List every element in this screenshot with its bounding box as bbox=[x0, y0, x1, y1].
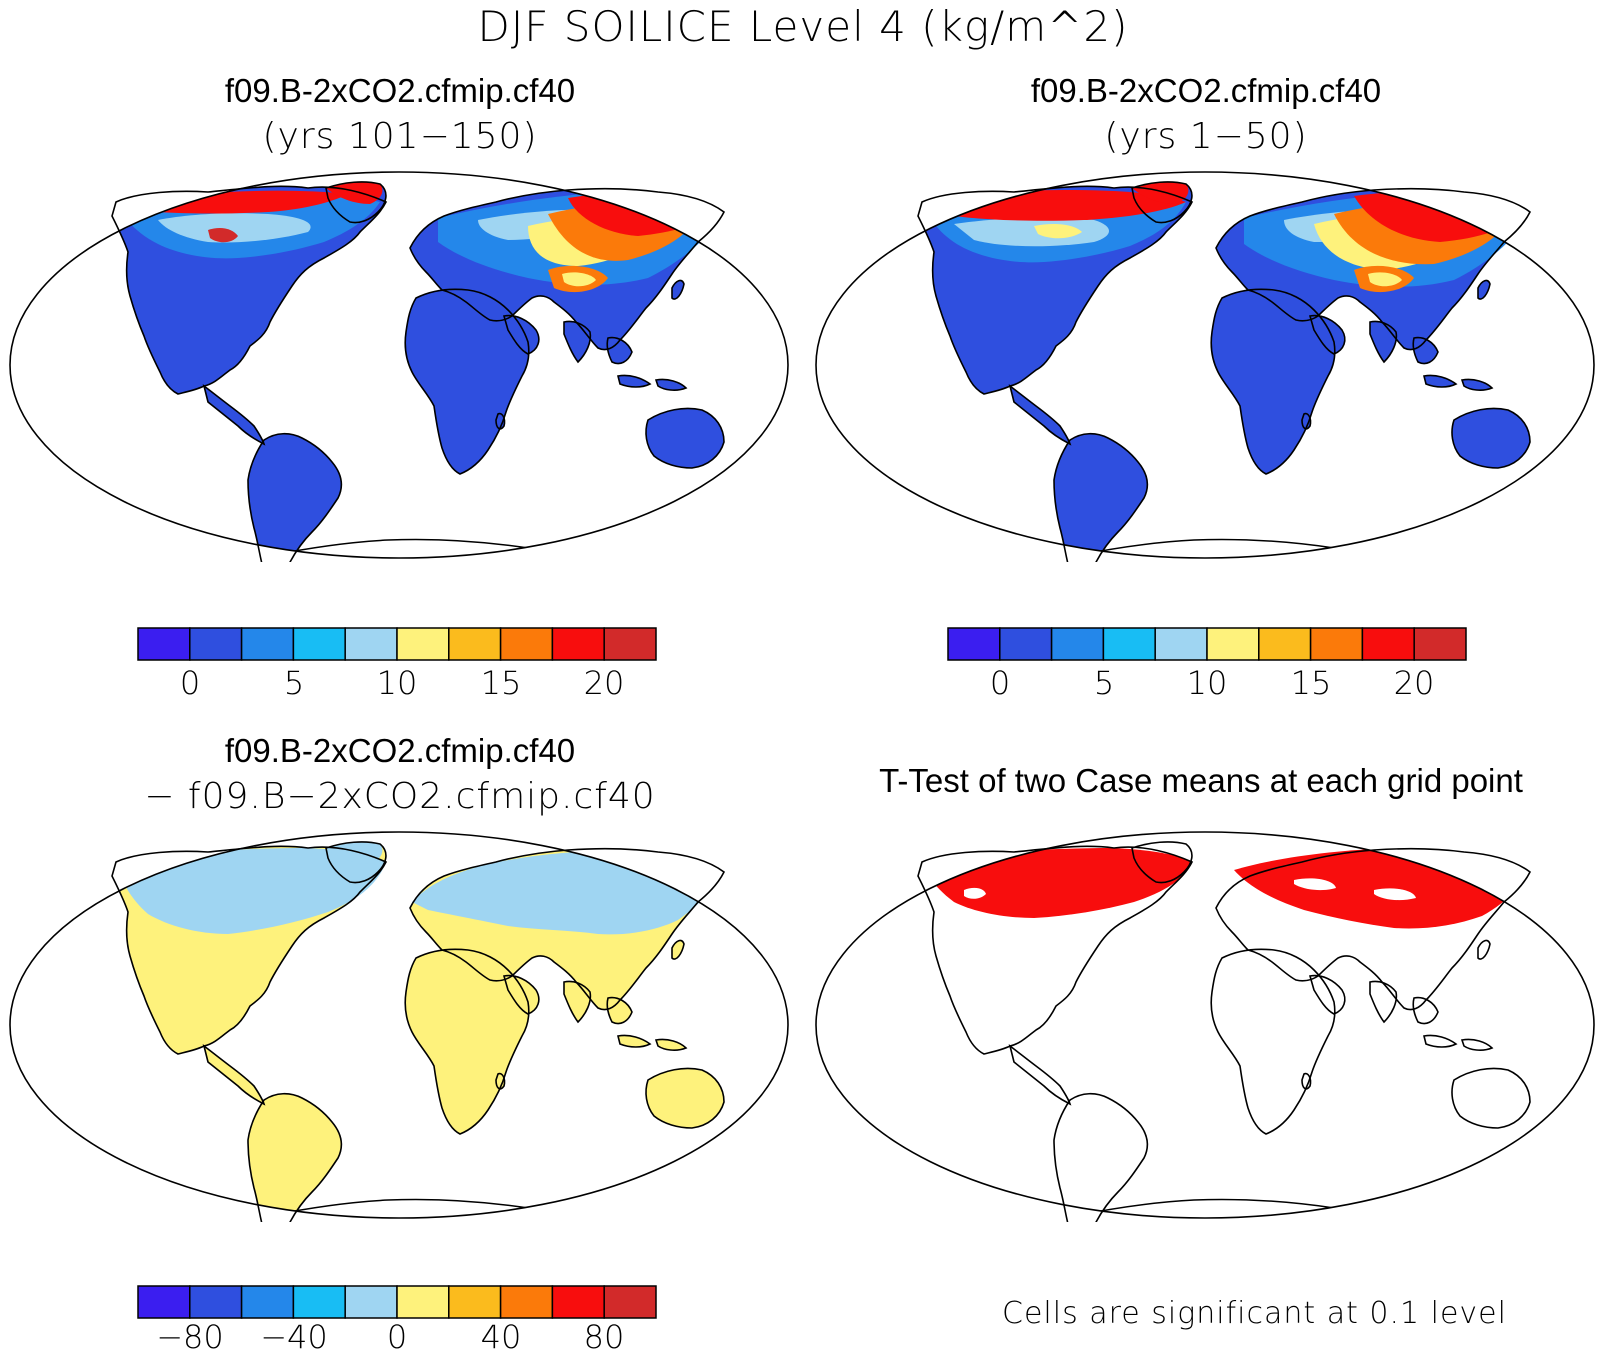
panel-subtitle-bottom-left: − f09.B−2xCO2.cfmip.cf40 bbox=[144, 776, 656, 817]
tick-label: 80 bbox=[583, 1318, 625, 1356]
colorbar-swatch bbox=[344, 1285, 398, 1319]
shade-north-america-light bbox=[158, 213, 311, 243]
colorbar-swatch bbox=[1258, 627, 1312, 661]
colorbar-swatch bbox=[1361, 627, 1415, 661]
tick-label: 15 bbox=[480, 664, 522, 702]
colorbar-swatch bbox=[448, 627, 502, 661]
main-title: DJF SOILICE Level 4 (kg/m^2) bbox=[477, 2, 1129, 51]
colorbar-swatch bbox=[396, 627, 450, 661]
colorbar-swatch bbox=[1206, 627, 1260, 661]
tick-label: 0 bbox=[386, 1318, 408, 1356]
map-top-left bbox=[9, 171, 789, 562]
panel-subtitle-top-left: (yrs 101−150) bbox=[262, 116, 538, 157]
shade-north-america-yellow bbox=[1034, 224, 1082, 239]
shade-greenland-negative bbox=[326, 841, 383, 864]
colorbar-swatch bbox=[499, 1285, 554, 1319]
panel-title-bottom-left: f09.B-2xCO2.cfmip.cf40 bbox=[224, 732, 576, 769]
colorbar-swatch bbox=[189, 1285, 243, 1319]
shade-north-america-red bbox=[208, 228, 238, 243]
colorbar-swatch bbox=[292, 1285, 346, 1319]
colorbar-swatch bbox=[551, 1285, 605, 1319]
shade-greenland bbox=[1132, 181, 1189, 204]
colorbar-swatch bbox=[240, 1285, 295, 1319]
colorbar-swatch bbox=[344, 627, 398, 661]
tick-label: 0 bbox=[989, 664, 1011, 702]
shade-tibet-light bbox=[562, 272, 596, 287]
map-top-right bbox=[815, 171, 1595, 562]
map-bottom-right bbox=[815, 831, 1595, 1222]
colorbar-swatch bbox=[448, 1285, 502, 1319]
colorbar-swatch bbox=[240, 627, 295, 661]
colorbar-swatch bbox=[396, 1285, 450, 1319]
shade-greenland bbox=[326, 181, 383, 204]
shade-north-america-light bbox=[954, 217, 1109, 247]
tick-label: −40 bbox=[260, 1318, 328, 1356]
panel-title-top-left: f09.B-2xCO2.cfmip.cf40 bbox=[224, 72, 576, 109]
colorbar-swatch bbox=[137, 1285, 191, 1319]
tick-label: 5 bbox=[283, 664, 305, 702]
colorbar-swatch bbox=[1154, 627, 1208, 661]
tick-label: 20 bbox=[583, 664, 625, 702]
map-bottom-left bbox=[9, 831, 789, 1222]
colorbar-swatch bbox=[189, 627, 243, 661]
map-border bbox=[9, 831, 789, 1219]
colorbar-swatch bbox=[499, 627, 554, 661]
tick-label: 20 bbox=[1393, 664, 1435, 702]
tick-label: 40 bbox=[480, 1318, 522, 1356]
colorbar-swatch bbox=[551, 627, 605, 661]
map-border bbox=[9, 171, 789, 559]
colorbar-swatch bbox=[1309, 627, 1364, 661]
colorbar-swatch bbox=[137, 627, 191, 661]
colorbar-swatch bbox=[947, 627, 1001, 661]
colorbar-swatch bbox=[292, 627, 346, 661]
panel-subtitle-top-right: (yrs 1−50) bbox=[1104, 116, 1308, 157]
panel-title-top-right: f09.B-2xCO2.cfmip.cf40 bbox=[1030, 72, 1382, 109]
tick-label: 10 bbox=[376, 664, 418, 702]
colorbar-swatch bbox=[999, 627, 1053, 661]
shade-north-america-negative bbox=[116, 848, 386, 934]
colorbar-top-left bbox=[137, 627, 657, 661]
tick-label: 0 bbox=[179, 664, 201, 702]
colorbar-bottom-left bbox=[137, 1285, 657, 1319]
panel-title-bottom-right: T-Test of two Case means at each grid po… bbox=[879, 762, 1523, 799]
tick-label: 15 bbox=[1290, 664, 1332, 702]
significant-gaps bbox=[964, 878, 1416, 901]
map-border bbox=[815, 831, 1595, 1219]
colorbar-swatch bbox=[1413, 627, 1467, 661]
colorbar-swatch bbox=[603, 1285, 657, 1319]
colorbar-top-right bbox=[947, 627, 1467, 661]
tick-label: 10 bbox=[1186, 664, 1228, 702]
colorbar-swatch bbox=[603, 627, 657, 661]
map-border bbox=[815, 171, 1595, 559]
tick-label: −80 bbox=[156, 1318, 224, 1356]
colorbar-swatch bbox=[1102, 627, 1156, 661]
significant-north-america bbox=[922, 848, 1192, 918]
significant-eurasia bbox=[1234, 847, 1530, 929]
shade-tibet-light bbox=[1368, 272, 1402, 287]
significance-footnote: Cells are significant at 0.1 level bbox=[1002, 1296, 1507, 1331]
tick-label: 5 bbox=[1093, 664, 1115, 702]
colorbar-swatch bbox=[1050, 627, 1105, 661]
